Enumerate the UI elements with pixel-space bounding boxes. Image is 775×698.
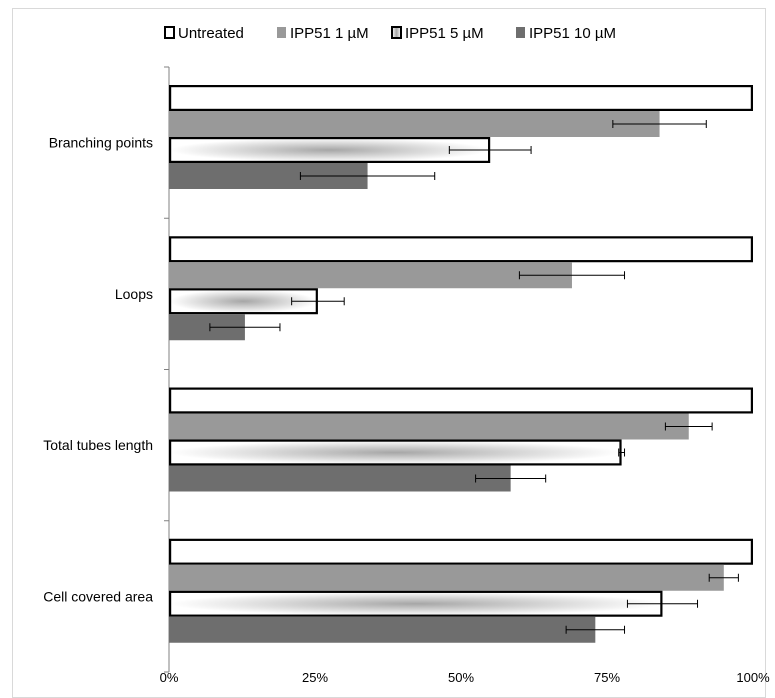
- bar-ipp51-1-um: [169, 111, 660, 137]
- bar-untreated: [169, 538, 753, 565]
- x-tick-label: 50%: [448, 670, 474, 685]
- category-label: Total tubes length: [43, 437, 153, 453]
- category-label: Branching points: [49, 135, 153, 151]
- legend-swatch-ipp51-10-um: [516, 27, 525, 38]
- legend-swatch-untreated: [164, 26, 175, 39]
- x-tick-label: 75%: [594, 670, 620, 685]
- x-tick-label: 25%: [302, 670, 328, 685]
- x-tick-label: 0%: [160, 670, 179, 685]
- legend: Untreated IPP51 1 µM IPP51 5 µM IPP51 10 µM: [164, 25, 616, 42]
- legend-label-ipp51-1-um: IPP51 1 µM: [290, 25, 369, 42]
- bar-untreated: [169, 236, 753, 263]
- bar-ipp51-5-um: [169, 137, 491, 164]
- category-label: Loops: [115, 286, 153, 302]
- legend-swatch-ipp51-5-um: [391, 26, 402, 39]
- bar-ipp51-10-um: [169, 465, 511, 492]
- bar-ipp51-5-um: [169, 439, 622, 466]
- bar-untreated: [169, 387, 753, 414]
- axes: 0% 25% 50% 75% 100% Branching points Loops Tota…: [43, 66, 770, 685]
- category-label: Cell covered area: [43, 588, 153, 604]
- legend-swatch-ipp51-1-um: [277, 27, 286, 38]
- bar-ipp51-5-um: [169, 590, 663, 617]
- bar-untreated: [169, 84, 753, 111]
- legend-label-ipp51-5-um: IPP51 5 µM: [405, 25, 484, 42]
- bars: [169, 84, 753, 643]
- legend-label-untreated: Untreated: [178, 25, 244, 42]
- bar-ipp51-10-um: [169, 616, 596, 643]
- legend-label-ipp51-10-um: IPP51 10 µM: [529, 25, 616, 42]
- x-tick-label: 100%: [736, 670, 770, 685]
- bar-ipp51-1-um: [169, 564, 724, 591]
- bar-ipp51-1-um: [169, 262, 572, 289]
- bar-ipp51-1-um: [169, 413, 689, 440]
